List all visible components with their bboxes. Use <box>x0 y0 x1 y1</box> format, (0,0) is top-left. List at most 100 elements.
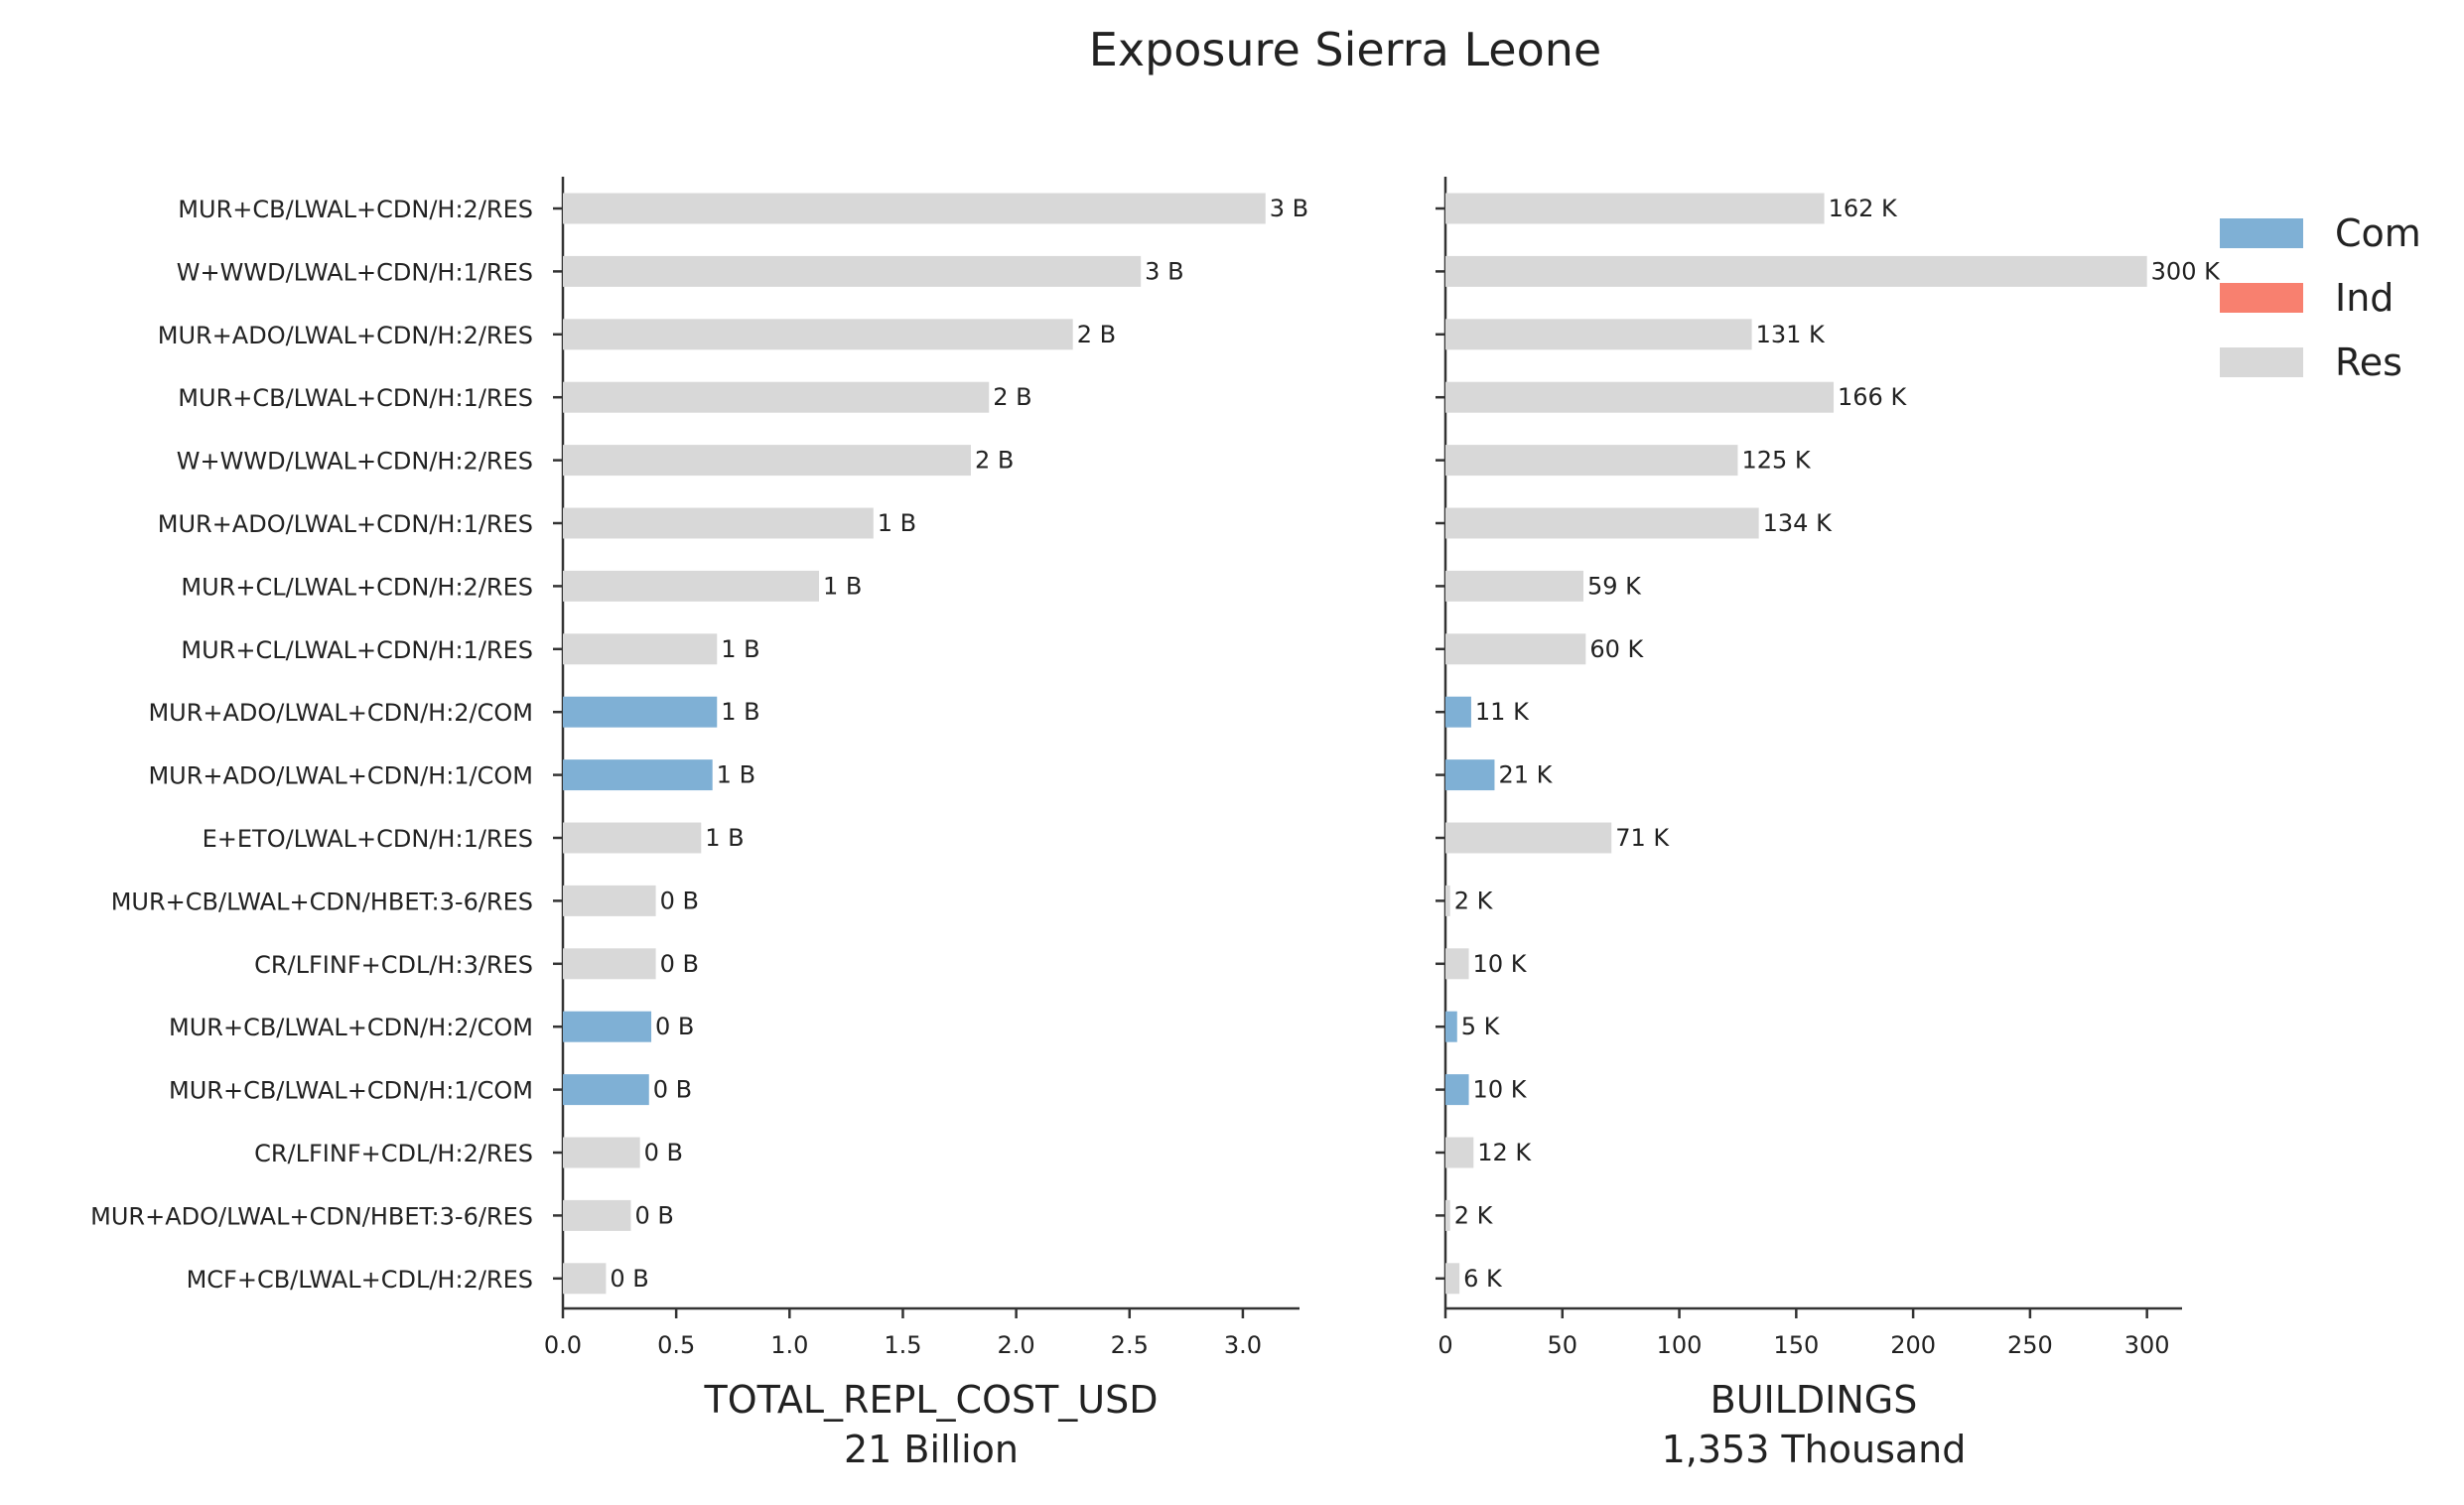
category-label: W+WWD/LWAL+CDN/H:1/RES <box>177 258 533 286</box>
data-label: 166 K <box>1838 383 1907 411</box>
x-tick-label: 2.0 <box>998 1331 1035 1359</box>
bar <box>563 381 990 413</box>
data-label: 10 K <box>1473 950 1528 978</box>
bar <box>1445 633 1586 665</box>
bar <box>563 1137 640 1168</box>
legend-label: Com <box>2335 211 2421 255</box>
chart-title: Exposure Sierra Leone <box>1089 23 1601 76</box>
x-axis-title: BUILDINGS <box>1711 1378 1918 1422</box>
bar <box>563 319 1073 350</box>
x-tick-label: 250 <box>2007 1331 2053 1359</box>
category-labels: MUR+CB/LWAL+CDN/H:2/RES W+WWD/LWAL+CDN/H:… <box>90 196 533 1294</box>
bar <box>1445 570 1583 602</box>
bar <box>563 1011 652 1042</box>
data-label: 125 K <box>1741 447 1811 475</box>
x-tick-label: 1.0 <box>770 1331 808 1359</box>
category-label: MUR+CB/LWAL+CDN/H:1/RES <box>178 384 533 412</box>
bar <box>563 948 656 980</box>
x-axis-subtitle: 1,353 Thousand <box>1662 1428 1967 1471</box>
panel-replacement-cost: 3 B 3 B 2 B 2 B 2 B 1 B 1 B 1 B 1 B 1 B 1 B 0 B 0 B 0… <box>544 177 1308 1471</box>
data-label: 1 B <box>705 824 744 852</box>
bar <box>1445 381 1835 413</box>
bar <box>563 822 702 854</box>
category-label: E+ETO/LWAL+CDN/H:1/RES <box>203 825 533 853</box>
category-label: MUR+ADO/LWAL+CDN/H:2/COM <box>148 699 533 727</box>
data-label: 0 B <box>660 887 699 914</box>
x-tick-label: 0.0 <box>544 1331 582 1359</box>
x-tick-label: 200 <box>1890 1331 1936 1359</box>
legend-swatch-res <box>2220 347 2303 377</box>
x-tick-label: 100 <box>1657 1331 1703 1359</box>
x-axis-subtitle: 21 Billion <box>844 1428 1019 1471</box>
bar <box>1445 255 2147 287</box>
data-label: 21 K <box>1498 761 1553 789</box>
bar <box>1445 948 1469 980</box>
data-label: 2 K <box>1454 887 1494 914</box>
category-label: MUR+CL/LWAL+CDN/H:1/RES <box>181 636 533 664</box>
legend-label: Res <box>2335 341 2402 384</box>
data-label: 0 B <box>653 1076 692 1104</box>
bar <box>1445 696 1471 728</box>
data-label: 0 B <box>634 1201 673 1229</box>
bar <box>1445 822 1612 854</box>
x-tick-label: 1.5 <box>884 1331 921 1359</box>
data-label: 3 B <box>1145 257 1183 285</box>
bar <box>563 1263 607 1295</box>
data-label: 6 K <box>1463 1265 1503 1293</box>
category-label: MUR+ADO/LWAL+CDN/H:1/RES <box>158 510 533 538</box>
bar <box>563 1074 649 1106</box>
bar <box>563 1199 631 1231</box>
bar <box>1445 1074 1469 1106</box>
category-label: CR/LFINF+CDL/H:2/RES <box>254 1140 533 1167</box>
bar <box>1445 1011 1457 1042</box>
legend-swatch-ind <box>2220 283 2303 313</box>
category-label: MUR+CL/LWAL+CDN/H:2/RES <box>181 573 533 601</box>
category-label: MUR+CB/LWAL+CDN/HBET:3-6/RES <box>111 888 533 915</box>
data-label: 11 K <box>1475 698 1530 726</box>
category-label: MUR+CB/LWAL+CDN/H:2/COM <box>169 1014 533 1041</box>
data-label: 2 B <box>1077 321 1116 348</box>
data-label: 162 K <box>1829 195 1898 222</box>
bar <box>563 696 718 728</box>
legend: Com Ind Res <box>2220 211 2421 384</box>
category-label: MUR+CB/LWAL+CDN/H:2/RES <box>178 196 533 223</box>
data-label: 0 B <box>655 1013 694 1040</box>
bar <box>563 255 1142 287</box>
category-label: MUR+ADO/LWAL+CDN/H:2/RES <box>158 322 533 349</box>
category-label: W+WWD/LWAL+CDN/H:2/RES <box>177 448 533 476</box>
category-label: CR/LFINF+CDL/H:3/RES <box>254 951 533 979</box>
bar <box>1445 1263 1460 1295</box>
bar <box>563 759 713 791</box>
category-label: MUR+ADO/LWAL+CDN/HBET:3-6/RES <box>90 1202 533 1230</box>
legend-label: Ind <box>2335 276 2394 320</box>
category-label: MCF+CB/LWAL+CDL/H:2/RES <box>187 1266 533 1294</box>
data-label: 2 K <box>1454 1201 1494 1229</box>
data-label: 71 K <box>1615 824 1670 852</box>
x-tick-label: 50 <box>1548 1331 1578 1359</box>
x-tick-label: 300 <box>2124 1331 2170 1359</box>
data-label: 0 B <box>660 950 699 978</box>
data-label: 12 K <box>1477 1139 1532 1166</box>
x-tick-label: 0.5 <box>657 1331 695 1359</box>
bar <box>563 885 656 916</box>
panel-buildings: 162 K 300 K 131 K 166 K 125 K 134 K 59 K 60 K 11… <box>1436 177 2221 1471</box>
bar <box>1445 193 1825 224</box>
x-tick-label: 3.0 <box>1224 1331 1262 1359</box>
data-label: 1 B <box>721 635 759 663</box>
legend-swatch-com <box>2220 218 2303 248</box>
data-label: 2 B <box>993 383 1031 411</box>
bar <box>563 633 718 665</box>
bar <box>563 507 874 539</box>
bar <box>1445 445 1738 477</box>
data-label: 3 B <box>1270 195 1308 222</box>
data-label: 1 B <box>823 572 862 600</box>
x-tick-label: 150 <box>1773 1331 1819 1359</box>
data-label: 5 K <box>1461 1013 1501 1040</box>
data-label: 10 K <box>1473 1076 1528 1104</box>
bar <box>1445 507 1759 539</box>
bar <box>1445 1199 1450 1231</box>
bar <box>1445 759 1495 791</box>
x-tick-label: 0 <box>1437 1331 1452 1359</box>
data-label: 60 K <box>1589 635 1644 663</box>
